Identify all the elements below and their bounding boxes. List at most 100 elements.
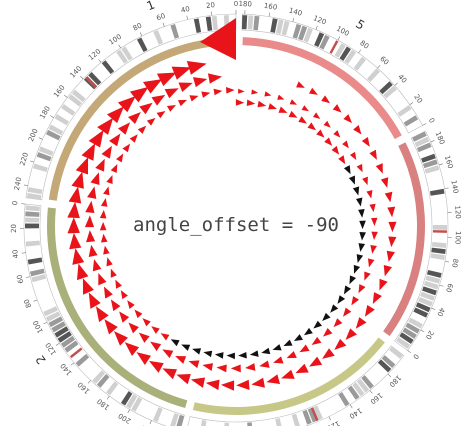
marker-red [226,87,235,94]
marker-red [100,210,107,219]
tick-mark [22,253,26,254]
marker-red [313,112,320,119]
marker-red [322,348,335,359]
tick-label: 120 [453,205,462,219]
marker-red [139,333,150,343]
marker-red [136,352,151,365]
marker-red [89,130,104,147]
marker-red [369,150,377,160]
tick-label: 100 [453,231,462,245]
marker-red [157,111,166,118]
label-layer: 12345 [33,0,464,426]
marker-red [316,129,324,137]
tick-label: 220 [18,151,30,166]
marker-red [251,89,258,94]
marker-red [149,361,164,373]
marker-red [343,114,352,123]
marker-red [150,342,161,352]
chromosome-label: 5 [353,17,367,33]
tick-label: 80 [132,21,144,32]
tick-mark [378,65,381,68]
marker-red [251,378,265,388]
marker-black [349,275,356,284]
tick-mark [71,363,74,366]
marker-red [95,159,105,172]
marker-red [191,378,205,388]
marker-red [104,287,113,299]
chromosome-label: 2 [33,353,49,367]
tick-mark [431,308,435,310]
tick-mark [269,13,270,17]
marker-red [162,349,173,358]
tick-mark [119,45,121,48]
cytoband [25,217,39,222]
marker-red [72,248,84,265]
marker-red [236,99,244,106]
tick-label: 60 [15,274,25,285]
marker-red [387,251,395,262]
tick-label: 120 [44,341,58,357]
tick-label: 100 [335,25,351,38]
tick-label: 40 [11,249,20,259]
marker-red [189,360,200,368]
marker-black [322,313,330,321]
tick-label: 120 [87,47,102,62]
marker-red [217,364,227,372]
marker-red [128,112,141,124]
marker-red [86,230,95,242]
marker-red [385,192,393,203]
marker-red [358,284,365,293]
marker-black [283,340,292,346]
marker-red [96,306,109,322]
tick-label: 0 [427,117,436,125]
marker-red [236,380,249,390]
tick-mark [107,396,109,399]
tick-mark [445,261,449,262]
marker-red [87,186,96,199]
marker-red [277,95,284,100]
marker-red [83,278,94,295]
marker-red [147,118,156,126]
marker-red [143,79,162,94]
marker-red [208,73,222,83]
tick-label: 180 [238,0,252,8]
marker-black [356,198,362,207]
marker-red [221,380,234,390]
tick-label: 20 [10,224,18,233]
marker-red [121,290,128,299]
tick-mark [388,374,391,377]
marker-red [365,305,375,317]
marker-black [358,209,365,218]
marker-black [294,334,303,341]
tick-label: 100 [32,319,45,335]
marker-red [175,356,186,364]
tick-label: 80 [358,39,370,51]
tick-label: 200 [117,411,133,425]
marker-red [323,328,332,337]
marker-red [362,177,368,185]
tick-label: 140 [449,180,459,195]
tick-label: 180 [96,397,112,411]
marker-red [106,257,112,266]
tick-label: 40 [435,306,446,317]
tick-mark [56,343,59,345]
marker-red [289,111,298,118]
marker-red [93,259,102,271]
tick-mark [64,95,67,97]
marker-red [178,100,187,106]
tick-mark [329,417,331,421]
marker-red [101,234,108,243]
tick-label: 80 [450,258,459,268]
tick-label: 100 [108,33,124,47]
marker-red [388,236,396,247]
tick-mark [50,116,53,118]
tick-mark [370,390,373,393]
marker-black [313,321,322,329]
chromosome-label: 1 [145,0,157,13]
tick-mark [431,140,435,142]
tick-mark [128,409,130,412]
track-arc-1 [49,37,235,201]
tick-label: 20 [412,93,424,105]
